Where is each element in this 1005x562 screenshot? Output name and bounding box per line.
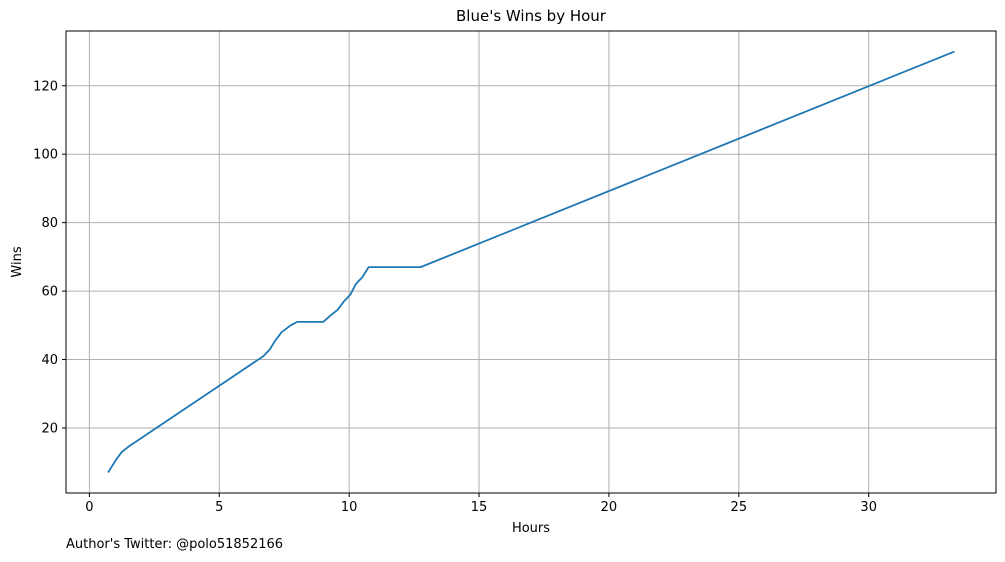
author-caption: Author's Twitter: @polo51852166 xyxy=(66,537,283,552)
x-axis-label: Hours xyxy=(512,521,550,536)
tick-layer: 0 5 10 15 20 25 30 20 40 60 80 100 120 xyxy=(33,79,877,515)
y-tick-label: 100 xyxy=(33,148,58,163)
x-tick-label: 20 xyxy=(601,500,618,515)
x-tick-label: 10 xyxy=(341,500,358,515)
grid-layer xyxy=(66,31,996,493)
y-axis-label: Wins xyxy=(10,246,25,277)
plot-frame xyxy=(66,31,996,493)
x-tick-label: 15 xyxy=(471,500,488,515)
series-layer xyxy=(108,52,954,473)
y-tick-label: 120 xyxy=(33,79,58,94)
chart-title: Blue's Wins by Hour xyxy=(456,7,607,25)
x-tick-label: 25 xyxy=(731,500,748,515)
y-tick-label: 20 xyxy=(41,421,58,436)
x-tick-label: 0 xyxy=(85,500,93,515)
y-tick-label: 60 xyxy=(41,285,58,300)
series-line-blue xyxy=(108,52,954,473)
y-tick-label: 40 xyxy=(41,353,58,368)
x-tick-label: 30 xyxy=(860,500,877,515)
x-tick-label: 5 xyxy=(215,500,223,515)
y-tick-label: 80 xyxy=(41,216,58,231)
